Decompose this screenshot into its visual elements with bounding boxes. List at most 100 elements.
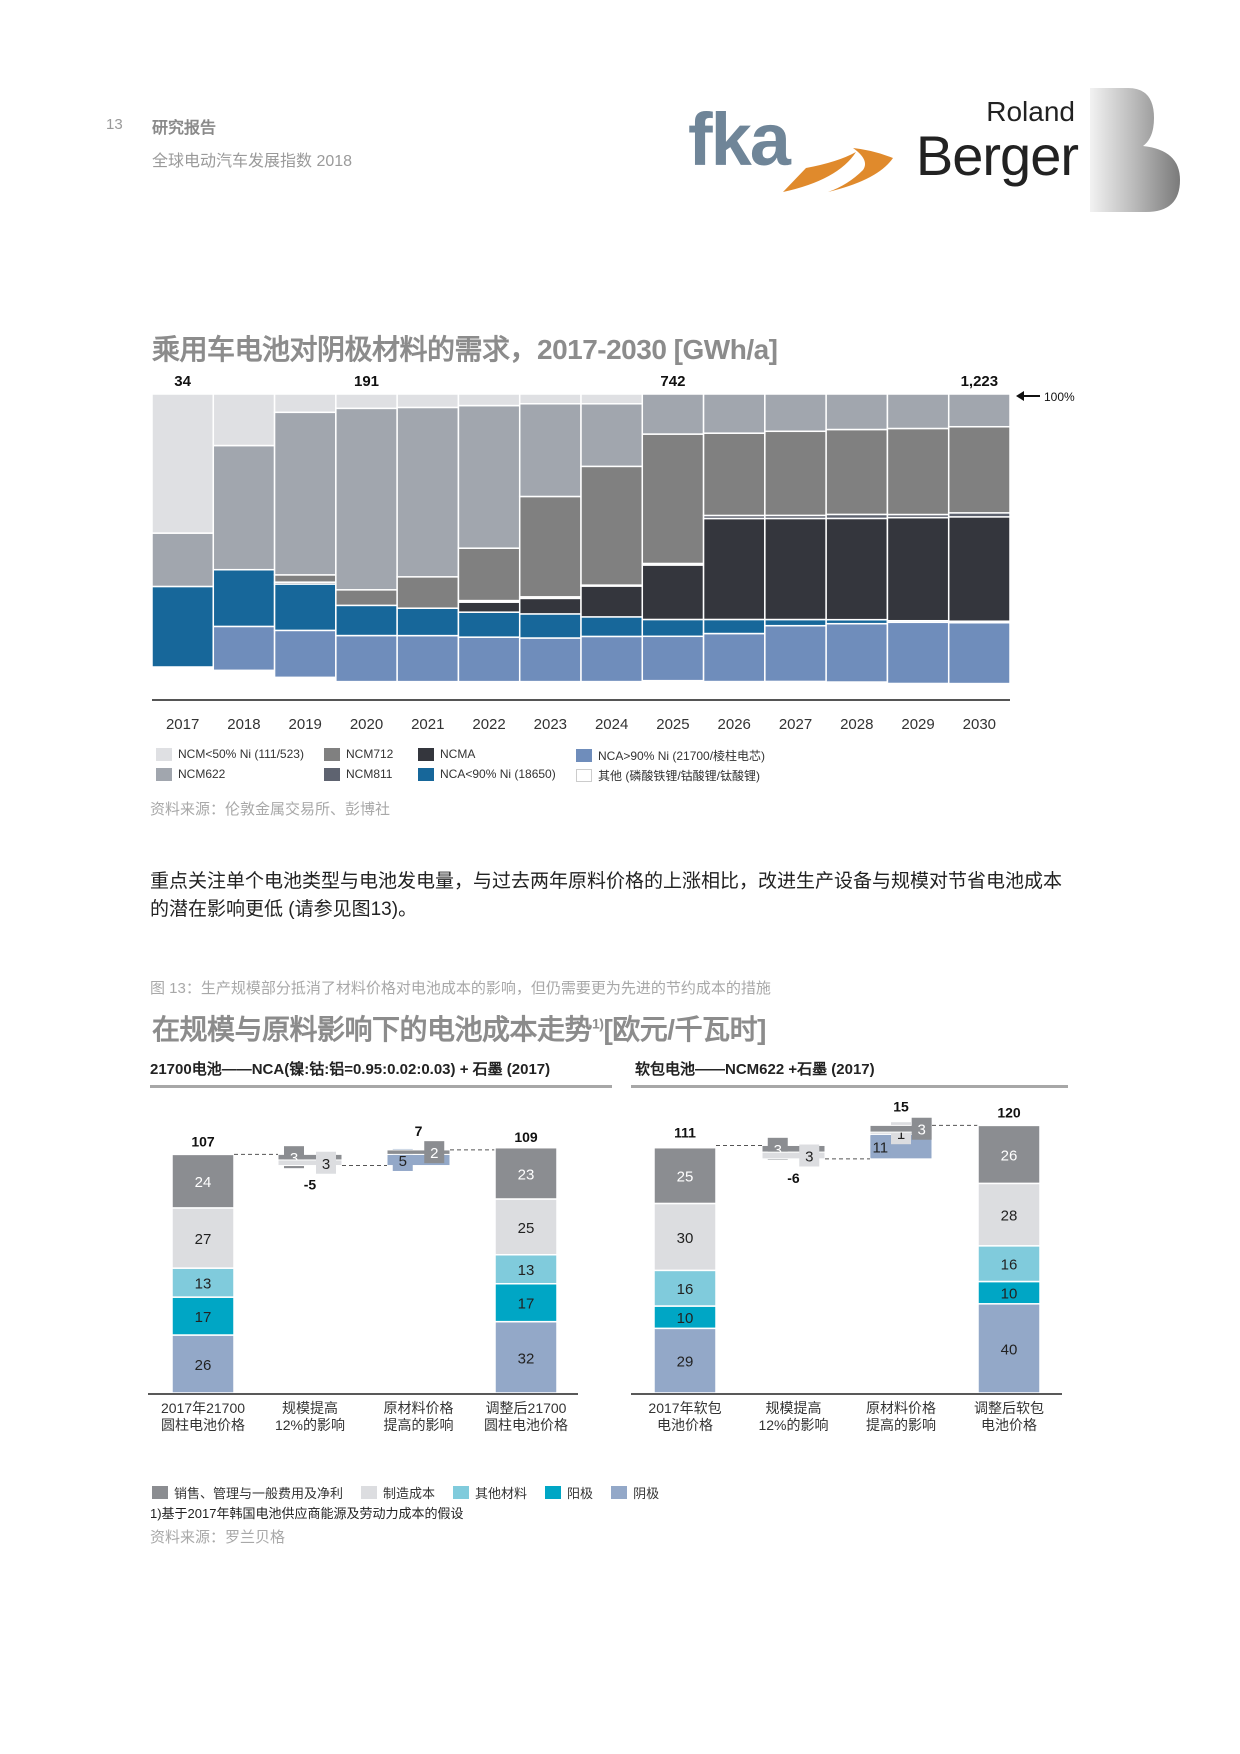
step-label-box bbox=[316, 1151, 336, 1174]
step-segment-sga bbox=[869, 1124, 933, 1133]
legend-label: NCM622 bbox=[178, 767, 226, 781]
bar-segment-other-2020 bbox=[335, 680, 398, 700]
bar-segment-ncm712-2020 bbox=[335, 589, 398, 607]
x-tick-label: 2030 bbox=[963, 716, 996, 733]
legend-label: NCM712 bbox=[346, 747, 394, 761]
bar-segment-ncm712-2025 bbox=[641, 433, 705, 565]
bar-segment-nca_lt90-2027 bbox=[764, 618, 827, 627]
legend-label: NCMA bbox=[440, 747, 476, 761]
bar-segment-ncm622-2017 bbox=[151, 532, 215, 588]
category-label: 规模提高 bbox=[766, 1400, 822, 1416]
start-bar-segment-manufacturing bbox=[171, 1207, 235, 1269]
segment-value-label: 28 bbox=[1001, 1208, 1018, 1225]
bar-segment-ncma-2026 bbox=[702, 517, 766, 621]
waterfall-right-title: 软包电池——NCM622 +石墨 (2017) bbox=[635, 1061, 875, 1078]
legend-item: NCA>90% Ni (21700/棱柱电芯) bbox=[576, 747, 765, 764]
legend-label: NCA>90% Ni (21700/棱柱电芯) bbox=[598, 749, 766, 763]
chart2-title-unit: [欧元/千瓦时] bbox=[603, 1014, 766, 1045]
category-label: 12%的影响 bbox=[758, 1417, 828, 1433]
page-number: 13 bbox=[106, 116, 123, 133]
total-label: 191 bbox=[354, 373, 379, 390]
x-tick-label: 2027 bbox=[779, 716, 812, 733]
bar-segment-other-2028 bbox=[825, 681, 889, 700]
chart2-title: 在规模与原料影响下的电池成本走势1)[欧元/千瓦时] bbox=[152, 1008, 766, 1048]
fka-logo: fka bbox=[688, 100, 898, 200]
bar-segment-ncm622-2025 bbox=[641, 393, 705, 435]
bar-segment-nca_lt90-2017 bbox=[151, 585, 215, 668]
end-bar-segment-anode bbox=[494, 1282, 558, 1323]
total-label: 34 bbox=[174, 373, 191, 390]
bar-segment-nca_lt90-2020 bbox=[335, 604, 398, 637]
bar-segment-nca_gt90-2020 bbox=[335, 634, 398, 683]
berger-b-mark-icon bbox=[1090, 88, 1180, 212]
legend-swatch bbox=[453, 1486, 470, 1499]
bar-segment-ncm622-2018 bbox=[212, 444, 276, 571]
step-segment-manufacturing bbox=[761, 1151, 826, 1160]
legend-item: 销售、管理与一般费用及净利 bbox=[152, 1483, 343, 1502]
segment-value-label: 16 bbox=[1001, 1257, 1018, 1274]
category-label: 2017年21700 bbox=[161, 1400, 245, 1416]
bar-segment-ncm622-2028 bbox=[825, 393, 889, 431]
segment-value-label: 25 bbox=[518, 1220, 535, 1237]
legend-swatch bbox=[418, 767, 434, 781]
category-label: 调整后软包 bbox=[974, 1400, 1044, 1416]
chart2-title-text: 在规模与原料影响下的电池成本走势 bbox=[152, 1014, 593, 1045]
legend-swatch bbox=[611, 1486, 628, 1499]
bar-segment-ncm712-2029 bbox=[886, 427, 950, 516]
segment-value-label: 10 bbox=[1001, 1286, 1018, 1303]
bar-segment-nca_gt90-2023 bbox=[518, 637, 582, 683]
end-bar-total-label: 109 bbox=[514, 1129, 538, 1145]
bar-segment-other-2026 bbox=[702, 680, 766, 700]
category-label: 提高的影响 bbox=[866, 1417, 936, 1433]
bar-segment-nca_gt90-2028 bbox=[825, 622, 889, 683]
segment-value-label: 25 bbox=[677, 1169, 694, 1186]
bar-segment-ncm622-2029 bbox=[886, 393, 950, 430]
end-bar-segment-cathode bbox=[977, 1303, 1041, 1394]
waterfall-left-title: 21700电池——NCA(镍:钴:铝=0.95:0.02:0.03) + 石墨 … bbox=[150, 1061, 551, 1078]
report-subtitle: 全球电动汽车发展指数 2018 bbox=[152, 153, 353, 170]
bar-segment-ncm_lt50-2024 bbox=[580, 393, 644, 405]
legend-item: 其他材料 bbox=[453, 1483, 527, 1502]
bar-segment-ncm712-2028 bbox=[825, 428, 889, 516]
start-bar-segment-sga bbox=[653, 1146, 717, 1205]
step-label-box bbox=[799, 1144, 820, 1167]
category-label: 12%的影响 bbox=[275, 1417, 345, 1433]
bar-segment-nca_gt90-2029 bbox=[886, 621, 950, 685]
step-value-label: 3 bbox=[290, 1150, 298, 1167]
legend-label: NCA<90% Ni (18650) bbox=[440, 767, 556, 781]
segment-value-label: 26 bbox=[195, 1357, 212, 1374]
bar-segment-ncma-2029 bbox=[886, 516, 950, 622]
legend-item: 制造成本 bbox=[361, 1483, 435, 1502]
x-tick-label: 2019 bbox=[289, 716, 322, 733]
step-total-label: 7 bbox=[415, 1123, 423, 1139]
bar-segment-ncm712-2023 bbox=[518, 495, 582, 598]
legend-swatch bbox=[418, 747, 434, 761]
bar-segment-ncma-2028 bbox=[825, 517, 889, 621]
legend-swatch bbox=[576, 769, 592, 782]
step-value-label: 3 bbox=[322, 1156, 330, 1173]
step-value-label: 2 bbox=[430, 1145, 438, 1162]
bar-segment-nca_gt90-2025 bbox=[641, 635, 705, 682]
report-label: 研究报告 bbox=[152, 120, 217, 137]
body-paragraph: 重点关注单个电池类型与电池发电量，与过去两年原料价格的上涨相比，改进生产设备与规… bbox=[150, 871, 1063, 920]
category-label: 原材料价格 bbox=[866, 1400, 936, 1416]
legend-swatch bbox=[324, 747, 340, 761]
legend-label: 其他 (磷酸铁锂/钴酸锂/钛酸锂) bbox=[598, 769, 760, 783]
segment-value-label: 27 bbox=[195, 1231, 212, 1248]
footnote: 1)基于2017年韩国电池供应商能源及劳动力成本的假设 bbox=[150, 1506, 464, 1521]
x-tick-label: 2028 bbox=[840, 716, 873, 733]
bar-segment-ncm712-2021 bbox=[396, 576, 460, 609]
x-tick-label: 2025 bbox=[656, 716, 689, 733]
bar-segment-ncm_lt50-2021 bbox=[396, 393, 460, 409]
step-total-label: -5 bbox=[304, 1177, 317, 1193]
bar-segment-ncm712-2019 bbox=[273, 574, 337, 583]
x-tick-label: 2018 bbox=[227, 716, 260, 733]
x-tick-label: 2020 bbox=[350, 716, 383, 733]
category-label: 电池价格 bbox=[657, 1417, 713, 1433]
bar-segment-other-2021 bbox=[396, 680, 460, 700]
legend-swatch bbox=[545, 1486, 562, 1499]
bar-segment-ncm712-2026 bbox=[702, 432, 766, 517]
fka-logo-text: fka bbox=[688, 98, 791, 181]
bar-segment-ncma-2024 bbox=[580, 585, 644, 618]
